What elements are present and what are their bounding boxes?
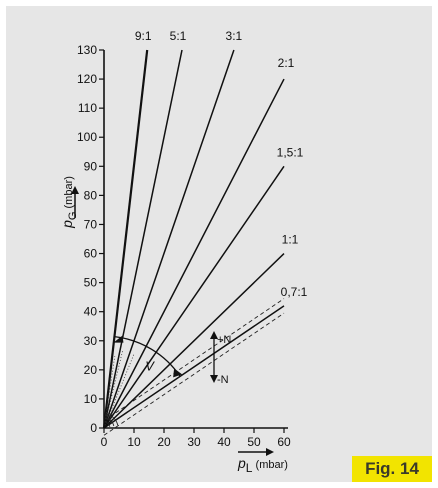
- series-line-1-1: [103, 252, 285, 429]
- minus-n-label: -N: [217, 374, 229, 386]
- y-tick-label: 40: [84, 305, 98, 319]
- series-line-9-1: [102, 49, 149, 429]
- origin-arc: [103, 413, 119, 426]
- series-label: 5:1: [170, 29, 187, 43]
- y-tick-label: 110: [78, 101, 97, 115]
- y-tick-label: 30: [84, 334, 98, 348]
- plus-n-label: +N: [217, 334, 231, 346]
- figure-number-badge: Fig. 14: [352, 456, 432, 482]
- x-tick-label: 0: [101, 435, 108, 449]
- series-label: 1,5:1: [277, 145, 304, 159]
- series-label: 9:1: [135, 29, 152, 43]
- series-label: 3:1: [226, 29, 243, 43]
- angle-arrowhead-bottom: [173, 368, 183, 378]
- series-line-2-1: [103, 78, 285, 429]
- angle-v-label: V: [145, 358, 155, 373]
- y-tick-label: 130: [77, 43, 97, 57]
- y-axis-label: pG (mbar): [59, 176, 79, 229]
- tolerance-band-line: [103, 312, 285, 436]
- x-tick-label: 10: [127, 435, 141, 449]
- tolerance-band-line: [103, 298, 285, 422]
- series-line-1-5-1: [103, 165, 285, 429]
- y-tick-label: 0: [90, 421, 97, 435]
- fan-dotted-line: [103, 355, 116, 429]
- y-tick-label: 90: [84, 159, 98, 173]
- y-axis-arrowhead: [71, 186, 79, 194]
- series-line-3-1: [103, 49, 235, 429]
- ratio-chart: 0 10 20 30 40 50 60 70 80 90 100 110 120 130 0 10 20 30 40…: [59, 29, 308, 475]
- y-tick-label: 10: [84, 392, 98, 406]
- y-tick-label: 70: [84, 217, 98, 231]
- angle-arrowhead-top: [113, 335, 124, 343]
- x-tick-label: 30: [187, 435, 201, 449]
- y-tick-label: 100: [77, 130, 97, 144]
- y-tick-label: 60: [84, 247, 98, 261]
- series-label: 0,7:1: [281, 285, 308, 299]
- y-tick-label: 50: [84, 276, 98, 290]
- x-tick-label: 50: [247, 435, 261, 449]
- adjust-arrow-up: [210, 331, 218, 339]
- x-tick-label: 20: [157, 435, 171, 449]
- x-axis-arrowhead: [266, 448, 274, 456]
- x-tick-label: 40: [217, 435, 231, 449]
- series-label: 2:1: [278, 56, 295, 70]
- y-tick-label: 80: [84, 188, 98, 202]
- x-axis-label: pL (mbar): [237, 455, 288, 475]
- x-tick-label: 60: [277, 435, 291, 449]
- figure-panel: 0 10 20 30 40 50 60 70 80 90 100 110 120 130 0 10 20 30 40…: [6, 6, 432, 482]
- series-line-0-7-1: [103, 305, 285, 429]
- series-label: 1:1: [282, 233, 299, 247]
- y-tick-label: 120: [77, 72, 97, 86]
- y-tick-label: 20: [84, 363, 98, 377]
- adjust-arrow-down: [210, 375, 218, 383]
- fan-dotted-line: [103, 354, 135, 429]
- series-line-5-1: [103, 49, 183, 429]
